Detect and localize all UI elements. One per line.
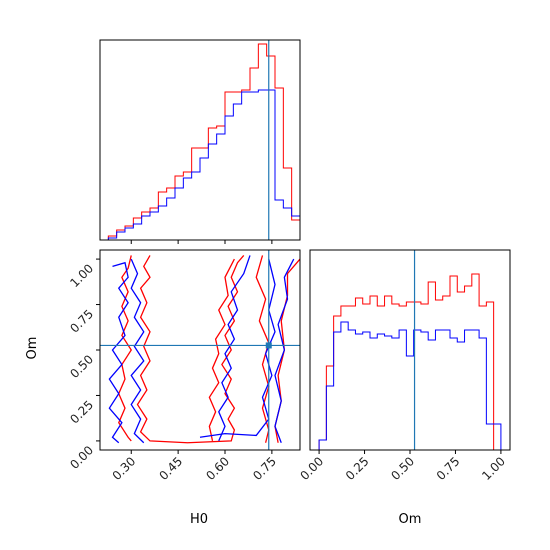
h0-x-tick-label: 0.75: [250, 454, 279, 483]
h0-om-joint-panel: 0.30 0.45 0.60 0.75 0.00 0.25 0.50 0.75 1.00: [67, 249, 301, 483]
h0-marginal-frame: [99, 39, 301, 241]
joint-contour-red-1: [136, 255, 245, 444]
joint-contour-blue-3: [199, 258, 276, 438]
h0-marginal-series-blue-step: [100, 89, 300, 240]
joint-contour-red-0: [118, 255, 133, 442]
y-axis-label-om: Om: [25, 337, 40, 360]
joint-contour-blue-2: [218, 255, 251, 442]
joint-truth-marker: [265, 342, 272, 349]
x-axis-label-h0: H0: [190, 512, 208, 527]
om-y-tick-label: 0.25: [67, 398, 96, 427]
om-marginal-plot-area: [318, 250, 502, 450]
h0-marginal-panel: [99, 39, 301, 244]
om-x-tick-label: 0.50: [388, 454, 417, 483]
om-y-tick-label: 1.00: [67, 261, 96, 290]
h0-x-tick-label: 0.60: [203, 454, 232, 483]
om-marginal-frame: [309, 249, 511, 451]
joint-contour-blue-4: [274, 258, 295, 443]
h0-x-tick-label: 0.45: [156, 454, 185, 483]
om-marginal-series-blue-step: [318, 321, 502, 450]
om-y-tick-label: 0.75: [67, 307, 96, 336]
joint-contour-blue-0: [108, 261, 129, 444]
joint-contour-red-4: [274, 258, 300, 443]
om-y-tick-label: 0.00: [67, 443, 96, 472]
om-y-tick-label: 0.50: [67, 352, 96, 381]
x-axis-label-om: Om: [399, 512, 422, 527]
h0-marginal-series-red-step: [100, 43, 300, 240]
joint-frame: [99, 249, 301, 451]
joint-contour-red-2: [208, 258, 235, 442]
om-x-tick-label: 1.00: [479, 454, 508, 483]
om-marginal-panel: 0.00 0.25 0.50 0.75 1.00: [297, 249, 511, 483]
om-x-tick-label: 0.25: [343, 454, 372, 483]
joint-contour-blue-1: [130, 258, 145, 444]
h0-x-tick-label: 0.30: [110, 454, 139, 483]
h0-marginal-plot-area: [100, 40, 300, 240]
joint-plot-area: [100, 250, 300, 450]
om-marginal-series-red-step: [318, 273, 501, 450]
om-x-tick-label: 0.75: [434, 454, 463, 483]
om-x-tick-label: 0.00: [297, 454, 326, 483]
